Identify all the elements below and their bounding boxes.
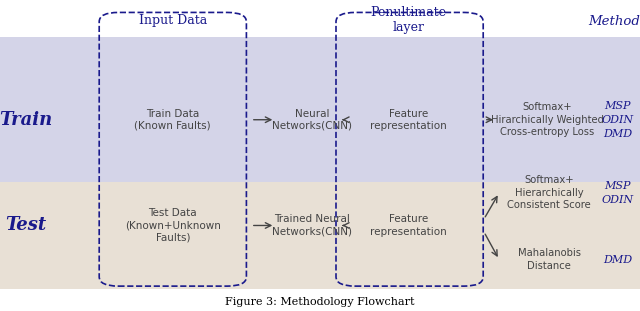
Text: Neural
Networks(CNN): Neural Networks(CNN): [273, 109, 352, 131]
Text: Softmax+
Hirarchically Weighted
Cross-entropy Loss: Softmax+ Hirarchically Weighted Cross-en…: [491, 102, 604, 137]
Text: Train Data
(Known Faults): Train Data (Known Faults): [134, 109, 211, 131]
Text: Figure 3: Methodology Flowchart: Figure 3: Methodology Flowchart: [225, 297, 415, 307]
Text: Test Data
(Known+Unknown
Faults): Test Data (Known+Unknown Faults): [125, 208, 221, 243]
Text: Trained Neural
Networks(CNN): Trained Neural Networks(CNN): [273, 214, 352, 237]
Text: DMD: DMD: [603, 255, 632, 265]
Bar: [0, 182, 640, 289]
Text: Mahalanobis
Distance: Mahalanobis Distance: [518, 248, 580, 271]
Text: Test: Test: [5, 216, 46, 234]
Text: Penultimate
layer: Penultimate layer: [371, 6, 446, 34]
Text: Input Data: Input Data: [139, 14, 207, 27]
Bar: [0, 37, 640, 182]
Text: Softmax+
Hierarchically
Consistent Score: Softmax+ Hierarchically Consistent Score: [508, 175, 591, 210]
Text: MSP
ODIN: MSP ODIN: [602, 181, 634, 205]
Text: Train: Train: [0, 111, 52, 129]
Bar: [0, 289, 640, 311]
Text: Feature
representation: Feature representation: [370, 109, 447, 131]
Bar: [0, 0, 640, 39]
Text: MSP
ODIN
DMD: MSP ODIN DMD: [602, 101, 634, 139]
Text: Feature
representation: Feature representation: [370, 214, 447, 237]
Text: Method: Method: [588, 15, 640, 28]
